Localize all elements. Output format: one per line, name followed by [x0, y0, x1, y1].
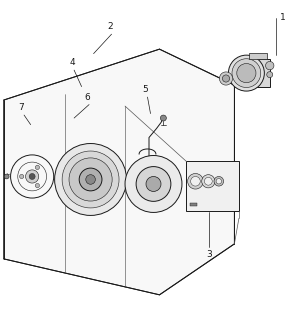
Circle shape — [267, 72, 273, 78]
Circle shape — [125, 156, 182, 212]
Polygon shape — [4, 49, 234, 295]
Text: 7: 7 — [18, 103, 24, 112]
Circle shape — [232, 59, 261, 87]
Circle shape — [219, 72, 233, 85]
Circle shape — [63, 175, 75, 187]
Circle shape — [265, 61, 274, 70]
Bar — [244, 59, 270, 87]
Circle shape — [228, 55, 264, 91]
Text: 5: 5 — [143, 85, 148, 94]
Circle shape — [35, 183, 39, 188]
Circle shape — [216, 179, 222, 184]
Text: 4: 4 — [69, 58, 75, 67]
Circle shape — [69, 158, 112, 201]
Circle shape — [202, 175, 215, 188]
Text: 2: 2 — [107, 22, 113, 31]
Text: 3: 3 — [206, 250, 212, 259]
Circle shape — [29, 173, 35, 180]
Circle shape — [222, 75, 230, 82]
Circle shape — [237, 64, 256, 83]
Circle shape — [136, 167, 171, 201]
Circle shape — [54, 144, 126, 215]
Circle shape — [35, 165, 39, 170]
Bar — [249, 53, 267, 59]
Circle shape — [20, 174, 24, 179]
Circle shape — [146, 176, 161, 191]
Circle shape — [86, 175, 95, 184]
Circle shape — [4, 174, 9, 179]
Circle shape — [62, 151, 119, 208]
Circle shape — [26, 170, 39, 183]
Text: 1: 1 — [280, 12, 286, 21]
Bar — [186, 162, 239, 211]
Circle shape — [204, 177, 212, 185]
Text: 6: 6 — [85, 92, 91, 101]
Circle shape — [214, 176, 224, 186]
Circle shape — [191, 176, 200, 186]
Circle shape — [160, 115, 166, 121]
Circle shape — [79, 168, 102, 191]
Bar — [190, 203, 197, 205]
Circle shape — [188, 173, 203, 189]
